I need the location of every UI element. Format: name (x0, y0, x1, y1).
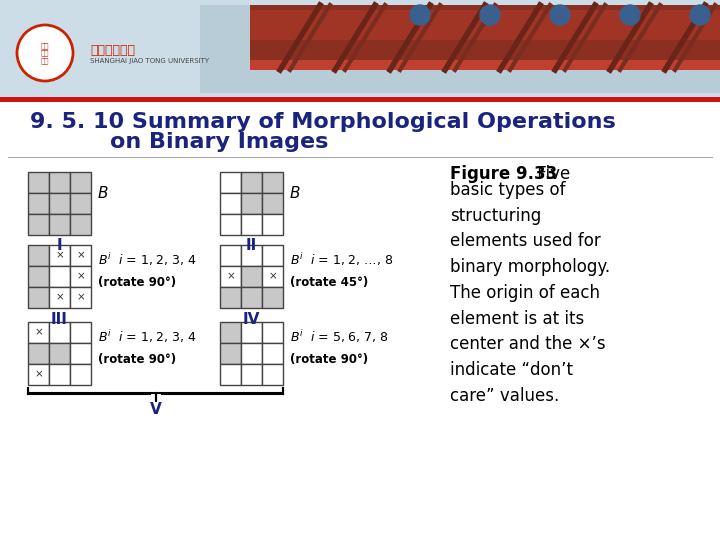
Text: ×: × (76, 251, 85, 260)
Text: 上海交通大学: 上海交通大学 (90, 44, 135, 57)
Bar (28, 214, 49, 235)
Text: (rotate 90°): (rotate 90°) (290, 353, 368, 366)
Circle shape (17, 25, 73, 81)
Bar (0, 0, 720, 100)
Bar (28, 287, 49, 308)
Text: B: B (290, 186, 300, 200)
Bar (262, 245, 283, 266)
Circle shape (410, 5, 430, 25)
Bar (49, 193, 70, 214)
Bar (220, 364, 241, 385)
Bar (220, 287, 241, 308)
Text: $B^i$  $i$ = 5, 6, 7, 8: $B^i$ $i$ = 5, 6, 7, 8 (290, 328, 389, 345)
Bar (241, 364, 262, 385)
Bar (28, 322, 49, 343)
Circle shape (480, 5, 500, 25)
Bar (262, 364, 283, 385)
Bar (262, 214, 283, 235)
Bar (220, 266, 241, 287)
Bar (70, 193, 91, 214)
Text: ×: × (34, 327, 43, 338)
Bar (241, 322, 262, 343)
Text: IV: IV (243, 312, 260, 327)
Text: ×: × (55, 251, 64, 260)
Text: 9. 5. 10 Summary of Morphological Operations: 9. 5. 10 Summary of Morphological Operat… (30, 112, 616, 132)
Bar (0, 97, 720, 102)
Bar (70, 322, 91, 343)
Bar (241, 193, 262, 214)
Bar (49, 245, 70, 266)
Circle shape (690, 5, 710, 25)
Text: ×: × (226, 272, 235, 281)
Bar (70, 343, 91, 364)
Text: SHANGHAI JIAO TONG UNIVERSITY: SHANGHAI JIAO TONG UNIVERSITY (90, 58, 209, 64)
Bar (70, 364, 91, 385)
Bar (70, 214, 91, 235)
Text: B: B (98, 186, 109, 200)
Bar (28, 193, 49, 214)
Bar (49, 322, 70, 343)
Bar (200, 5, 720, 93)
Bar (28, 172, 49, 193)
Text: V: V (150, 402, 161, 417)
Text: Figure 9.33: Figure 9.33 (450, 165, 557, 183)
Bar (49, 343, 70, 364)
Bar (28, 266, 49, 287)
Bar (220, 245, 241, 266)
Bar (220, 343, 241, 364)
Text: ×: × (76, 272, 85, 281)
Text: $B^i$  $i$ = 1, 2, 3, 4: $B^i$ $i$ = 1, 2, 3, 4 (98, 328, 197, 345)
Bar (28, 343, 49, 364)
Bar (241, 214, 262, 235)
Bar (220, 322, 241, 343)
Bar (220, 214, 241, 235)
Text: (rotate 45°): (rotate 45°) (290, 276, 368, 289)
Text: $B^i$  $i$ = 1, 2, 3, 4: $B^i$ $i$ = 1, 2, 3, 4 (98, 251, 197, 268)
Text: ×: × (34, 369, 43, 380)
Bar (28, 245, 49, 266)
Bar (28, 364, 49, 385)
Bar (70, 172, 91, 193)
Text: (rotate 90°): (rotate 90°) (98, 353, 176, 366)
Bar (49, 287, 70, 308)
Bar (241, 266, 262, 287)
Text: (rotate 90°): (rotate 90°) (98, 276, 176, 289)
Circle shape (620, 5, 640, 25)
Bar (262, 172, 283, 193)
Bar (49, 172, 70, 193)
Bar (250, 60, 720, 70)
Text: basic types of
structuring
elements used for
binary morphology.
The origin of ea: basic types of structuring elements used… (450, 181, 610, 404)
Bar (70, 266, 91, 287)
Text: I: I (57, 239, 63, 253)
Bar (241, 287, 262, 308)
Bar (262, 287, 283, 308)
Bar (220, 172, 241, 193)
Bar (49, 214, 70, 235)
Bar (262, 322, 283, 343)
Bar (0, 102, 720, 540)
Text: ×: × (268, 272, 277, 281)
Bar (220, 193, 241, 214)
Bar (262, 343, 283, 364)
Bar (262, 193, 283, 214)
Bar (241, 172, 262, 193)
Text: III: III (51, 312, 68, 327)
Bar (49, 364, 70, 385)
Bar (250, 10, 720, 40)
Bar (241, 245, 262, 266)
Bar (262, 266, 283, 287)
Bar (49, 266, 70, 287)
Bar (241, 343, 262, 364)
Circle shape (550, 5, 570, 25)
Text: ×: × (55, 293, 64, 302)
Text: II: II (246, 239, 257, 253)
Bar (70, 245, 91, 266)
Bar (250, 5, 720, 70)
Text: ×: × (76, 293, 85, 302)
Text: Five: Five (532, 165, 570, 183)
Bar (70, 287, 91, 308)
Text: on Binary Images: on Binary Images (110, 132, 328, 152)
Text: 上海
交通
大学: 上海 交通 大学 (41, 42, 49, 64)
Text: $B^i$  $i$ = 1, 2, $\ldots$, 8: $B^i$ $i$ = 1, 2, $\ldots$, 8 (290, 251, 393, 268)
